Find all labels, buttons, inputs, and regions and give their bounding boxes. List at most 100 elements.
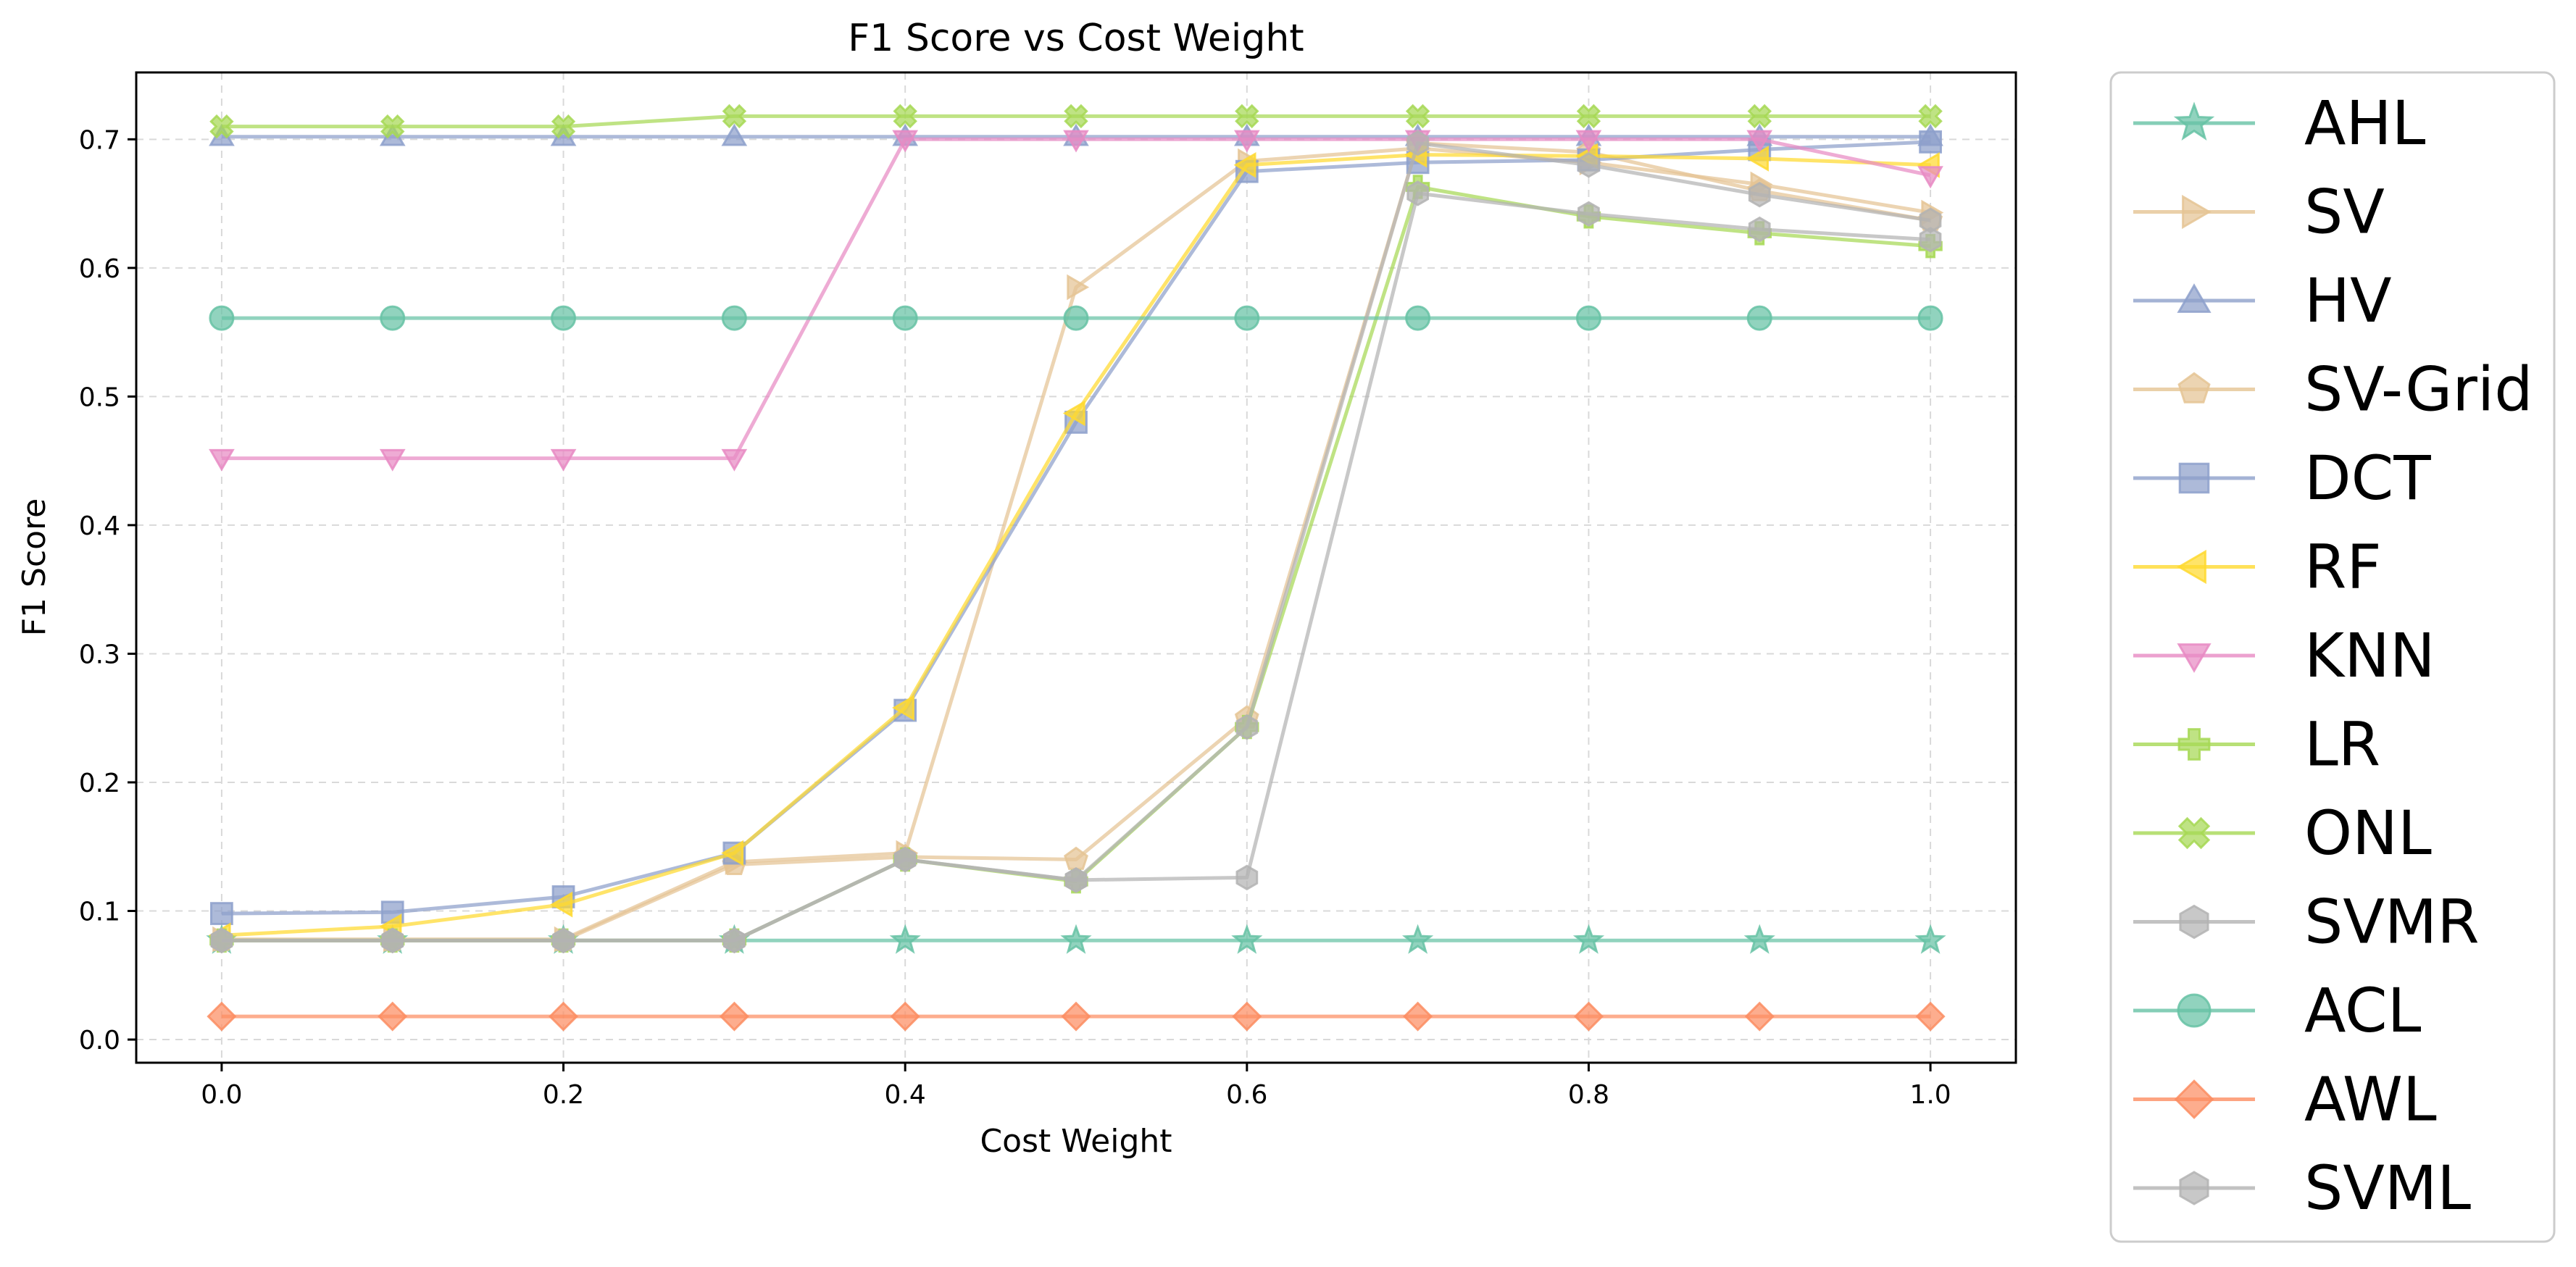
legend-label: HV	[2304, 265, 2392, 336]
data-point	[1231, 924, 1263, 954]
series-acl	[209, 305, 1943, 331]
data-point	[552, 927, 575, 954]
data-point	[1067, 274, 1090, 301]
legend-item: ACL	[2133, 975, 2422, 1046]
data-point	[1919, 207, 1942, 233]
data-point	[551, 114, 576, 139]
data-point	[1573, 1001, 1604, 1032]
data-point	[1234, 305, 1260, 331]
series-svml	[210, 130, 1942, 954]
data-point	[1919, 130, 1942, 154]
data-point	[1918, 104, 1943, 129]
data-point	[1748, 216, 1771, 243]
data-point	[551, 305, 577, 331]
x-tick-label: 0.4	[885, 1080, 926, 1110]
legend-label: AWL	[2304, 1064, 2437, 1135]
series-sv-grid	[209, 130, 1943, 951]
data-point	[1575, 130, 1602, 153]
legend-marker	[2177, 816, 2211, 850]
legend-item: SVML	[2133, 1153, 2471, 1224]
legend-item: SV-Grid	[2133, 354, 2533, 425]
y-tick-label: 0.0	[79, 1026, 120, 1055]
data-point	[890, 1001, 920, 1032]
data-point	[380, 305, 406, 331]
y-tick-label: 0.2	[79, 769, 120, 798]
legend-label: SVMR	[2304, 887, 2480, 958]
data-point	[1743, 924, 1775, 954]
data-point	[1747, 104, 1772, 129]
y-axis-label: F1 Score	[16, 498, 53, 637]
legend-marker	[2177, 993, 2212, 1028]
data-point	[722, 104, 747, 129]
data-point	[550, 891, 573, 918]
legend-items: AHL SV HV SV-Grid DCT RF KNN LR ONL SVMR ACL AWL SVM…	[2133, 88, 2533, 1224]
data-point	[1744, 1001, 1775, 1032]
data-point	[1063, 130, 1089, 153]
data-point	[1233, 152, 1256, 178]
data-point	[1914, 924, 1946, 954]
data-point	[721, 305, 747, 331]
legend-marker	[2179, 1171, 2209, 1205]
legend-marker	[2177, 372, 2211, 403]
y-tick-label: 0.3	[79, 640, 120, 669]
data-point	[721, 123, 748, 146]
series-layer	[206, 104, 1946, 1032]
data-point	[892, 130, 918, 153]
series-svmr	[210, 180, 1942, 954]
series-line	[221, 185, 1931, 942]
data-point	[1235, 864, 1259, 891]
legend-label: DCT	[2304, 443, 2431, 514]
data-point	[550, 448, 577, 472]
data-point	[209, 114, 234, 139]
data-point	[1401, 924, 1434, 954]
data-point	[207, 1001, 237, 1032]
data-point	[1917, 305, 1943, 331]
legend-label: SV	[2304, 177, 2385, 248]
legend-marker	[2177, 643, 2212, 673]
data-point	[209, 448, 235, 472]
legend-label: SV-Grid	[2304, 354, 2533, 425]
legend: AHL SV HV SV-Grid DCT RF KNN LR ONL SVMR ACL AWL SVM…	[2109, 71, 2556, 1243]
data-point	[379, 448, 406, 472]
chart-title: F1 Score vs Cost Weight	[848, 17, 1304, 60]
data-point	[1403, 1001, 1433, 1032]
data-point	[721, 448, 748, 472]
data-point	[1746, 305, 1772, 331]
data-point	[1406, 180, 1429, 206]
data-point	[1748, 181, 1771, 208]
legend-marker	[2177, 283, 2212, 313]
data-point	[1577, 201, 1600, 227]
legend-label: RF	[2304, 532, 2382, 603]
series-sv	[212, 135, 1944, 953]
data-point	[1915, 1001, 1946, 1032]
data-point	[381, 927, 404, 954]
x-tick-label: 0.8	[1568, 1080, 1609, 1110]
data-point	[719, 1001, 749, 1032]
legend-item: AHL	[2133, 88, 2426, 159]
data-point	[1919, 227, 1942, 253]
data-point	[1235, 104, 1259, 129]
series-line	[221, 146, 1931, 942]
series-awl	[207, 1001, 1946, 1032]
legend-label: LR	[2304, 709, 2380, 780]
legend-marker	[2173, 101, 2215, 141]
x-tick-label: 0.6	[1226, 1080, 1267, 1110]
data-point	[1917, 166, 1943, 189]
legend-marker	[2179, 904, 2209, 940]
legend-label: ACL	[2304, 975, 2422, 1046]
data-point	[1235, 714, 1259, 740]
data-point	[210, 902, 233, 925]
grid-layer	[136, 72, 2016, 1063]
plot-frame	[135, 71, 2017, 1064]
x-axis-label: Cost Weight	[980, 1123, 1172, 1160]
data-point	[723, 927, 746, 954]
legend-item: ONL	[2133, 798, 2432, 869]
x-tick-label: 0.0	[201, 1080, 242, 1110]
legend-label: KNN	[2304, 620, 2435, 691]
legend-marker	[2177, 549, 2206, 585]
y-tick-label: 0.5	[79, 382, 120, 412]
y-tick-label: 0.6	[79, 254, 120, 284]
legend-item: SVMR	[2133, 887, 2480, 958]
legend-marker	[2174, 1079, 2214, 1119]
